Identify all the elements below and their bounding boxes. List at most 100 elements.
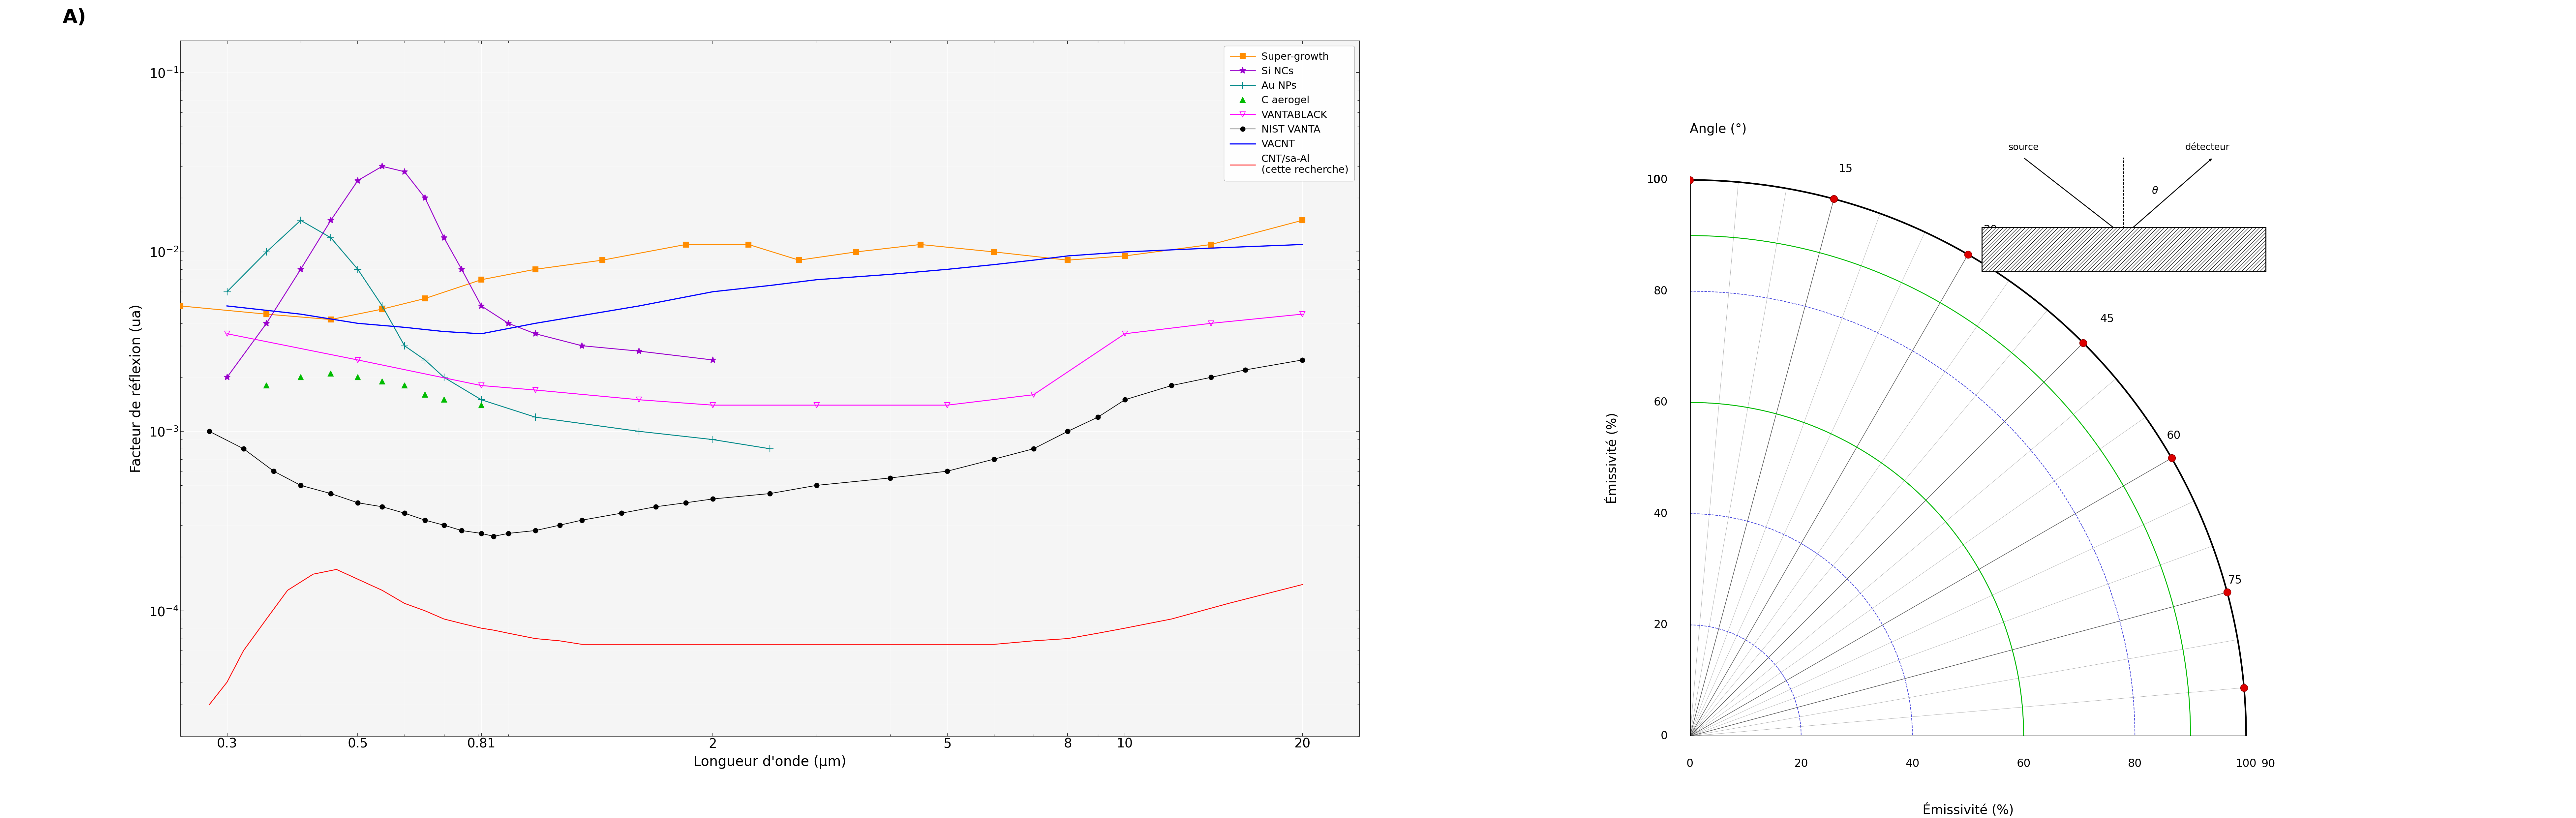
Line: VANTABLACK: VANTABLACK bbox=[224, 312, 1306, 408]
CNT/sa-Al
(cette recherche) bbox=[229, 645, 260, 655]
C aerogel bbox=[366, 376, 397, 386]
VANTABLACK bbox=[698, 400, 729, 410]
Au NPs bbox=[755, 444, 786, 454]
Super-growth bbox=[410, 294, 440, 303]
CNT/sa-Al
(cette recherche) bbox=[544, 636, 574, 645]
CNT/sa-Al
(cette recherche) bbox=[1051, 634, 1082, 644]
Si NCs bbox=[698, 355, 729, 365]
CNT/sa-Al
(cette recherche) bbox=[567, 640, 598, 649]
Text: A): A) bbox=[62, 8, 85, 27]
Super-growth bbox=[1051, 255, 1082, 265]
Super-growth bbox=[904, 240, 935, 249]
CNT/sa-Al
(cette recherche) bbox=[299, 569, 330, 579]
Line: NIST VANTA: NIST VANTA bbox=[206, 357, 1303, 538]
Super-growth bbox=[250, 309, 281, 319]
VACNT bbox=[389, 322, 420, 332]
VACNT bbox=[1288, 240, 1319, 249]
C aerogel bbox=[389, 380, 420, 390]
CNT/sa-Al
(cette recherche) bbox=[641, 640, 672, 649]
VACNT bbox=[520, 318, 551, 328]
VANTABLACK bbox=[1288, 309, 1319, 319]
Text: 15: 15 bbox=[1839, 164, 1852, 174]
NIST VANTA bbox=[1157, 380, 1188, 390]
Text: 20: 20 bbox=[1654, 619, 1667, 631]
NIST VANTA bbox=[933, 466, 963, 476]
Text: 45: 45 bbox=[2099, 313, 2115, 325]
NIST VANTA bbox=[366, 502, 397, 512]
Text: 60: 60 bbox=[2166, 430, 2182, 441]
CNT/sa-Al
(cette recherche) bbox=[1082, 628, 1113, 638]
CNT/sa-Al
(cette recherche) bbox=[466, 623, 497, 633]
VACNT bbox=[428, 326, 459, 336]
Super-growth bbox=[520, 264, 551, 274]
NIST VANTA bbox=[193, 426, 224, 436]
CNT/sa-Al
(cette recherche) bbox=[1288, 580, 1319, 590]
Text: Émissivité (%): Émissivité (%) bbox=[1605, 412, 1618, 504]
NIST VANTA bbox=[1082, 412, 1113, 422]
Super-growth bbox=[979, 247, 1010, 257]
CNT/sa-Al
(cette recherche) bbox=[479, 625, 510, 635]
VACNT bbox=[623, 301, 654, 311]
Text: 100: 100 bbox=[2236, 758, 2257, 770]
CNT/sa-Al
(cette recherche) bbox=[428, 614, 459, 624]
Si NCs bbox=[389, 167, 420, 177]
VACNT bbox=[211, 301, 242, 311]
Super-growth bbox=[783, 255, 814, 265]
NIST VANTA bbox=[1195, 372, 1226, 382]
Text: détecteur: détecteur bbox=[2184, 143, 2228, 152]
CNT/sa-Al
(cette recherche) bbox=[933, 640, 963, 649]
X-axis label: Longueur d'onde (μm): Longueur d'onde (μm) bbox=[693, 755, 848, 769]
VANTABLACK bbox=[801, 400, 832, 410]
NIST VANTA bbox=[670, 498, 701, 508]
CNT/sa-Al
(cette recherche) bbox=[211, 677, 242, 687]
Super-growth bbox=[840, 247, 871, 257]
Super-growth bbox=[366, 304, 397, 314]
CNT/sa-Al
(cette recherche) bbox=[492, 628, 523, 638]
C aerogel bbox=[314, 369, 345, 379]
Si NCs bbox=[211, 372, 242, 382]
Si NCs bbox=[343, 176, 374, 186]
VANTABLACK bbox=[520, 385, 551, 395]
CNT/sa-Al
(cette recherche) bbox=[605, 640, 636, 649]
NIST VANTA bbox=[428, 520, 459, 530]
NIST VANTA bbox=[1110, 395, 1141, 405]
NIST VANTA bbox=[567, 515, 598, 525]
VACNT bbox=[755, 281, 786, 290]
Super-growth bbox=[466, 275, 497, 285]
Text: 30: 30 bbox=[1984, 225, 1996, 236]
Au NPs bbox=[466, 395, 497, 405]
VANTABLACK bbox=[1195, 318, 1226, 328]
Si NCs bbox=[286, 264, 317, 274]
CNT/sa-Al
(cette recherche) bbox=[322, 564, 353, 574]
NIST VANTA bbox=[605, 508, 636, 518]
Si NCs bbox=[250, 318, 281, 328]
Si NCs bbox=[567, 341, 598, 351]
CNT/sa-Al
(cette recherche) bbox=[698, 640, 729, 649]
VACNT bbox=[801, 275, 832, 285]
NIST VANTA bbox=[1051, 426, 1082, 436]
Si NCs bbox=[446, 264, 477, 274]
NIST VANTA bbox=[544, 520, 574, 530]
C aerogel bbox=[428, 395, 459, 405]
NIST VANTA bbox=[314, 488, 345, 498]
Line: Super-growth: Super-growth bbox=[178, 218, 1306, 322]
CNT/sa-Al
(cette recherche) bbox=[343, 574, 374, 584]
Si NCs bbox=[623, 346, 654, 356]
Si NCs bbox=[366, 161, 397, 171]
Super-growth bbox=[314, 315, 345, 325]
Text: 60: 60 bbox=[1654, 397, 1667, 408]
Text: 0: 0 bbox=[1654, 174, 1659, 186]
Text: 40: 40 bbox=[1906, 758, 1919, 770]
Super-growth bbox=[670, 240, 701, 249]
FancyBboxPatch shape bbox=[1981, 227, 2267, 272]
NIST VANTA bbox=[755, 488, 786, 498]
NIST VANTA bbox=[389, 508, 420, 518]
Au NPs bbox=[211, 287, 242, 297]
VANTABLACK bbox=[466, 380, 497, 390]
CNT/sa-Al
(cette recherche) bbox=[193, 699, 224, 709]
Au NPs bbox=[314, 233, 345, 243]
C aerogel bbox=[250, 380, 281, 390]
NIST VANTA bbox=[258, 466, 289, 476]
NIST VANTA bbox=[801, 480, 832, 490]
C aerogel bbox=[466, 400, 497, 410]
